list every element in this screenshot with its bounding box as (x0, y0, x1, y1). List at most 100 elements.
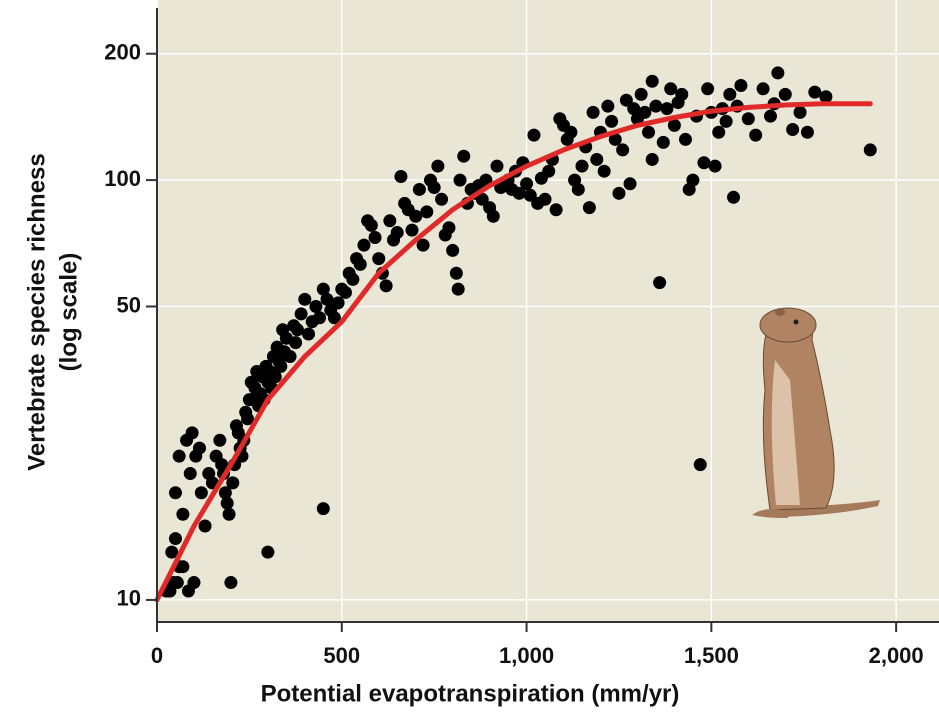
data-point (412, 182, 426, 196)
data-point (331, 296, 345, 310)
data-point (327, 311, 341, 325)
y-tick-label: 200 (104, 40, 141, 65)
data-point (226, 476, 240, 490)
data-point (616, 143, 630, 157)
data-point (431, 159, 445, 173)
data-point (590, 152, 604, 166)
data-point (457, 149, 471, 163)
data-point (786, 122, 800, 136)
data-point (486, 209, 500, 223)
data-point (512, 186, 526, 200)
data-point (420, 205, 434, 219)
data-point (667, 118, 681, 132)
data-point (623, 177, 637, 191)
x-tick-label: 1,500 (684, 643, 739, 668)
data-point (756, 82, 770, 96)
data-point (185, 426, 199, 440)
data-point (723, 87, 737, 101)
data-point (634, 87, 648, 101)
y-tick-label: 100 (104, 166, 141, 191)
data-point (549, 203, 563, 217)
data-point (224, 576, 238, 590)
data-point (619, 93, 633, 107)
data-point (170, 576, 184, 590)
data-point (819, 90, 833, 104)
data-point (727, 190, 741, 204)
data-point (808, 85, 822, 99)
data-point (294, 307, 308, 321)
data-point (298, 292, 312, 306)
data-point (220, 496, 234, 510)
data-point (405, 223, 419, 237)
data-point (708, 159, 722, 173)
data-point (564, 125, 578, 139)
data-point (612, 186, 626, 200)
y-tick-label: 10 (117, 586, 141, 611)
data-point (446, 243, 460, 257)
data-point (183, 467, 197, 481)
data-point (597, 164, 611, 178)
data-point (316, 282, 330, 296)
marks (154, 66, 877, 603)
data-point (168, 486, 182, 500)
data-point (379, 279, 393, 293)
data-point (649, 99, 663, 113)
data-point (390, 226, 404, 240)
data-point (645, 152, 659, 166)
data-point (172, 449, 186, 463)
data-point (741, 112, 755, 126)
data-point (638, 105, 652, 119)
data-point (290, 323, 304, 337)
y-axis-title: Vertebrate species richness (23, 153, 50, 471)
data-point (645, 74, 659, 88)
data-point (642, 125, 656, 139)
data-point (289, 336, 303, 350)
data-point (449, 266, 463, 280)
x-tick-label: 500 (323, 643, 360, 668)
rodent-illustration (752, 307, 880, 518)
data-point (453, 173, 467, 187)
data-point (734, 79, 748, 93)
data-point (346, 272, 360, 286)
data-point (712, 125, 726, 139)
data-point (176, 507, 190, 521)
data-point (394, 169, 408, 183)
data-point (302, 327, 316, 341)
data-point (586, 105, 600, 119)
data-point (527, 128, 541, 142)
data-point (656, 135, 670, 149)
data-point (697, 156, 711, 170)
data-point (435, 192, 449, 206)
data-point (427, 181, 441, 195)
y-axis-subtitle: (log scale) (55, 253, 82, 372)
data-point (416, 238, 430, 252)
data-point (168, 532, 182, 546)
data-point (372, 252, 386, 266)
data-point (442, 221, 456, 235)
x-tick-label: 1,000 (499, 643, 554, 668)
x-axis-title: Potential evapotranspiration (mm/yr) (261, 680, 680, 707)
data-point (222, 507, 236, 521)
data-point (863, 143, 877, 157)
data-point (320, 292, 334, 306)
data-point (719, 114, 733, 128)
data-point (338, 285, 352, 299)
data-point (187, 576, 201, 590)
data-point (749, 128, 763, 142)
data-point (313, 311, 327, 325)
data-point (261, 545, 275, 559)
data-point (198, 519, 212, 533)
data-point (701, 82, 715, 96)
data-point (353, 257, 367, 271)
x-tick-label: 2,000 (869, 643, 924, 668)
data-point (693, 458, 707, 472)
data-point (542, 164, 556, 178)
data-point (778, 87, 792, 101)
data-point (368, 230, 382, 244)
data-point (451, 282, 465, 296)
data-point (582, 201, 596, 215)
data-point (538, 192, 552, 206)
data-point (664, 82, 678, 96)
data-point (490, 159, 504, 173)
